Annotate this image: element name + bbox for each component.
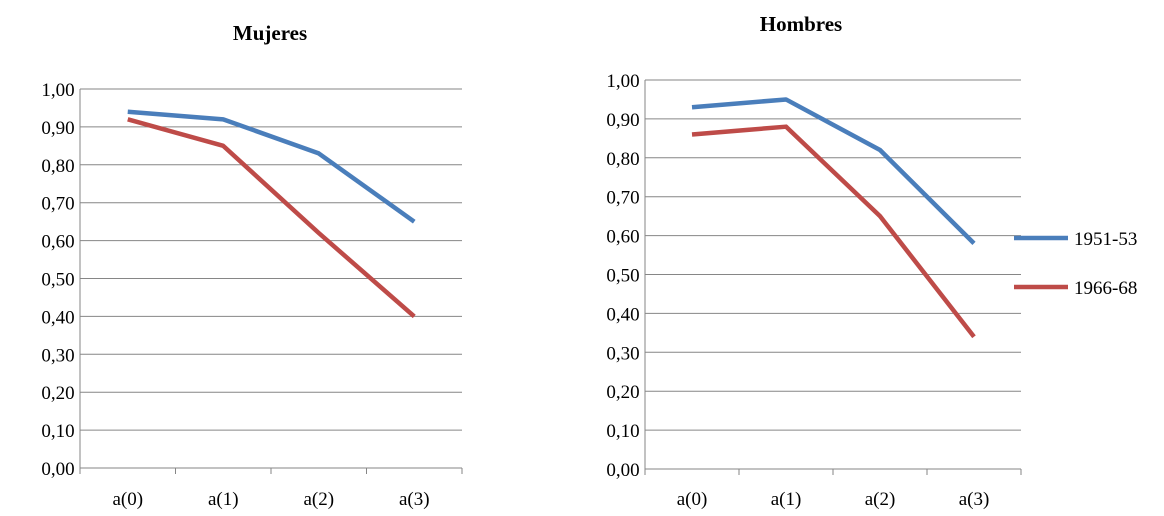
y-tick-label: 0,00 xyxy=(606,460,639,481)
y-tick-label: 0,40 xyxy=(41,307,74,328)
y-tick-label: 0,10 xyxy=(606,421,639,442)
series-line-1966-68 xyxy=(691,124,976,339)
y-tick-label: 0,20 xyxy=(606,382,639,403)
x-tick-label: a(2) xyxy=(865,489,896,510)
legend-label: 1951-53 xyxy=(1074,229,1137,250)
legend-label: 1966-68 xyxy=(1074,278,1137,299)
x-tick-label: a(0) xyxy=(677,489,708,510)
x-tick-label: a(3) xyxy=(959,489,990,510)
y-tick-label: 0,90 xyxy=(41,118,74,139)
y-tick-label: 0,30 xyxy=(41,345,74,366)
x-tick-label: a(1) xyxy=(208,489,239,510)
y-tick-label: 0,50 xyxy=(606,266,639,287)
x-tick-label: a(2) xyxy=(303,489,334,510)
chart-title: Hombres xyxy=(760,12,842,36)
y-tick-label: 0,70 xyxy=(41,194,74,215)
y-tick-label: 0,00 xyxy=(41,459,74,480)
y-tick-label: 0,20 xyxy=(41,383,74,404)
y-tick-label: 0,30 xyxy=(606,343,639,364)
x-tick-label: a(1) xyxy=(771,489,802,510)
chart-hombres: Hombres 0,00 0,10 0,20 0,30 0,40 0,50 0,60 0,70… xyxy=(606,12,1137,510)
y-tick-label: 0,70 xyxy=(606,188,639,209)
y-tick-label: 0,90 xyxy=(606,110,639,131)
x-tick-label: a(3) xyxy=(399,489,430,510)
chart-mujeres: Mujeres 0,00 0,10 0,20 0,30 0,40 0,50 0,60 0,70… xyxy=(41,21,463,510)
y-tick-label: 0,10 xyxy=(41,421,74,442)
y-tick-label: 1,00 xyxy=(41,80,74,101)
y-tick-label: 1,00 xyxy=(606,71,639,92)
chart-title: Mujeres xyxy=(233,21,307,45)
series-line-1951-53 xyxy=(127,109,416,224)
y-tick-label: 0,50 xyxy=(41,270,74,291)
y-tick-label: 0,80 xyxy=(606,149,639,170)
series-line-1951-53 xyxy=(691,97,976,245)
y-tick-label: 0,60 xyxy=(41,232,74,253)
y-tick-label: 0,60 xyxy=(606,227,639,248)
y-tick-label: 0,40 xyxy=(606,304,639,325)
x-tick-label: a(0) xyxy=(112,489,143,510)
y-tick-label: 0,80 xyxy=(41,156,74,177)
series-line-1966-68 xyxy=(127,117,416,319)
